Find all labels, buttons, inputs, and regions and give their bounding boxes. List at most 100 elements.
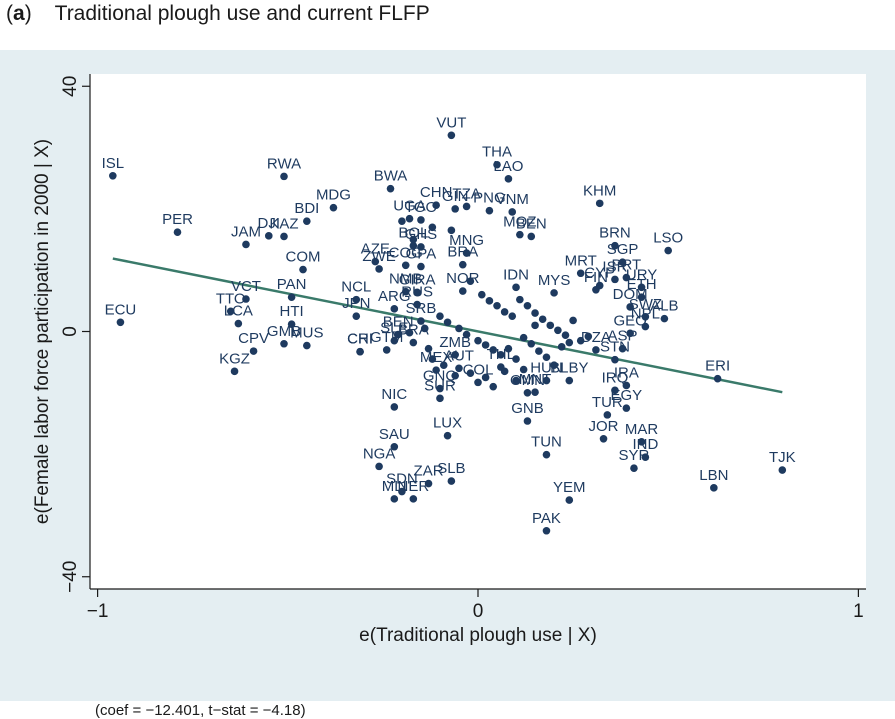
- point-label: ARG: [378, 288, 411, 305]
- data-point: [512, 283, 520, 292]
- data-point: [535, 347, 543, 355]
- point-label: JPN: [342, 295, 370, 312]
- point-label: LSO: [653, 230, 683, 247]
- point-label: GNQ: [423, 368, 457, 385]
- point-label: LCA: [224, 303, 253, 320]
- data-point: [550, 361, 558, 370]
- point-label: PAK: [532, 510, 561, 527]
- point-label: AZE: [361, 241, 390, 258]
- x-tick-label: 0: [473, 601, 484, 622]
- data-point: [303, 341, 311, 350]
- point-label: LAO: [493, 158, 523, 175]
- data-point: [432, 201, 440, 210]
- data-point: [466, 369, 475, 377]
- point-label: SYR: [619, 447, 650, 464]
- point-label: PNG: [473, 190, 506, 207]
- point-label: VCT: [231, 278, 261, 295]
- data-point: [417, 216, 425, 224]
- data-point: [371, 257, 380, 266]
- point-label: GIRA: [399, 271, 436, 288]
- data-point: [504, 175, 513, 183]
- point-label: GHS: [405, 226, 438, 243]
- point-label: GMB: [267, 323, 301, 340]
- data-point: [462, 330, 471, 339]
- data-point: [424, 344, 433, 353]
- point-label: CHI: [347, 331, 373, 348]
- data-point: [531, 388, 539, 396]
- figure-area: VUT THA LAO ISL RWA BWA KHM CHN TZA VNM MDG GIN PNG B…: [0, 50, 895, 719]
- point-label: BEN: [383, 314, 414, 331]
- data-point: [303, 217, 311, 225]
- point-label: BRA: [447, 244, 478, 261]
- data-point: [390, 495, 399, 503]
- point-label: HUN: [530, 360, 563, 377]
- point-label: ISR: [602, 258, 627, 275]
- data-point: [409, 338, 418, 347]
- data-point: [287, 320, 296, 328]
- point-label: BLBY: [550, 360, 588, 377]
- data-point: [523, 417, 532, 425]
- point-label: PRT: [611, 257, 641, 274]
- point-label: BEN: [516, 215, 547, 232]
- data-point: [637, 438, 646, 446]
- data-point: [485, 297, 494, 305]
- point-label: BOL: [398, 225, 428, 242]
- point-label: AUT: [444, 347, 474, 364]
- point-label: PER: [162, 211, 193, 228]
- point-label: URY: [626, 266, 657, 283]
- point-label: SGP: [607, 241, 639, 258]
- point-label: THA: [482, 144, 512, 161]
- data-point: [409, 495, 418, 503]
- data-point: [531, 309, 539, 317]
- data-point: [542, 526, 551, 535]
- point-label: IND: [632, 436, 658, 453]
- point-label: IRQ: [602, 369, 629, 386]
- point-label: DOM: [613, 286, 648, 303]
- data-point: [436, 312, 444, 320]
- point-label: MAR: [625, 421, 659, 438]
- data-point: [451, 350, 459, 359]
- point-label: MUS: [290, 325, 323, 342]
- data-point: [436, 384, 444, 393]
- point-label: ETH: [627, 276, 657, 293]
- data-point: [531, 321, 539, 330]
- data-point: [611, 386, 619, 395]
- data-point: [504, 344, 513, 353]
- data-point: [409, 241, 418, 250]
- point-label: STN: [600, 339, 630, 356]
- data-point: [493, 160, 501, 169]
- point-label: VUT: [436, 114, 466, 131]
- data-point: [466, 277, 475, 286]
- data-point: [401, 287, 410, 296]
- data-point: [352, 295, 361, 304]
- point-label: JAM: [231, 223, 261, 240]
- point-label: ZAR: [414, 463, 444, 480]
- point-label: LUX: [433, 415, 462, 432]
- data-point: [478, 290, 486, 299]
- x-axis-title: e(Traditional plough use | X): [359, 625, 597, 646]
- data-point: [386, 184, 395, 193]
- data-point: [230, 367, 239, 376]
- data-point: [710, 484, 718, 492]
- data-point: [443, 431, 452, 440]
- data-point: [626, 329, 634, 338]
- point-label: UGA: [393, 198, 426, 215]
- data-point: [394, 330, 402, 339]
- data-point: [447, 131, 456, 140]
- data-point: [287, 293, 296, 301]
- point-label: CRI: [347, 331, 373, 348]
- point-label: CYP: [584, 265, 615, 282]
- point-label: NMB: [389, 271, 422, 288]
- chart-title: Traditional plough use and current FLFP: [54, 2, 430, 25]
- data-point: [409, 235, 418, 244]
- data-point: [436, 394, 444, 403]
- data-point: [443, 318, 452, 327]
- data-point: [382, 346, 391, 354]
- data-point: [264, 232, 273, 240]
- point-label: RUS: [401, 284, 433, 301]
- panel-letter: a: [13, 2, 25, 25]
- point-label: GIN: [442, 188, 469, 205]
- point-label: FIN: [584, 269, 608, 286]
- point-label: BWA: [374, 168, 408, 185]
- point-label: ISL: [102, 155, 125, 172]
